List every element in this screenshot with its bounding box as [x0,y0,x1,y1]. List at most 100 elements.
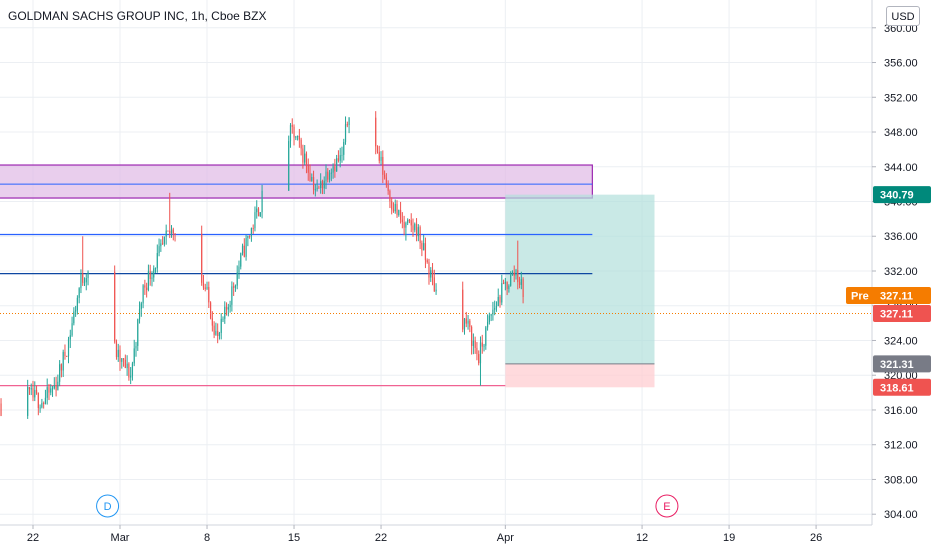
candle-body [419,227,421,244]
candle-body [511,272,514,275]
candle-body [465,318,467,324]
candle [494,300,496,316]
candle [149,264,151,286]
loss-zone [505,363,655,388]
candle-body [57,381,59,391]
candle-body [170,229,173,234]
last-price-badge-value: 327.11 [880,308,913,320]
candle [495,301,498,312]
candle [330,168,332,182]
candle [430,267,432,282]
price-badges: 340.79 321.31 318.61 327.11 Pre 327.11 [846,186,931,396]
candle-body [167,230,169,232]
candle [225,302,228,316]
candle [423,235,425,251]
candle-body [32,388,34,398]
candle [87,270,89,286]
candle [435,283,437,295]
candle [387,180,389,195]
candle [410,213,412,233]
currency-button[interactable]: USD [886,6,920,26]
candle-body [423,243,425,251]
candle-body [204,287,206,289]
candle-body [499,297,501,303]
candle [41,398,43,409]
candle [142,284,144,309]
entry-badge-box [873,355,931,373]
candle-body [293,126,295,138]
price-tick-label: 316.00 [884,405,918,417]
candle [53,377,55,390]
price-tick-label: 312.00 [884,440,918,452]
candle-body [48,387,50,393]
candle-body [346,124,348,126]
candle-body [405,222,407,228]
event-marker[interactable]: D [96,494,120,518]
candle [517,240,519,290]
candle-body [396,204,398,216]
candle-body [424,243,427,261]
candle-body [144,285,146,288]
candle [48,383,50,401]
candle-body [66,355,68,357]
candle-body [140,303,142,309]
candle [502,279,505,285]
candle-body [130,375,132,378]
time-tick-label: 8 [204,532,210,544]
candle-body [162,243,164,245]
candle [483,343,485,352]
candle-body [412,225,414,231]
candle-body [225,306,228,310]
candle [316,179,318,192]
candle-body [471,326,473,346]
pre-badge-value: 327.11 [880,290,913,302]
candle [433,269,435,292]
candle [426,258,428,264]
candle [138,301,141,324]
candle [156,244,158,273]
candle-body [343,142,345,155]
time-tick-label: 22 [375,532,387,544]
candle [485,325,487,350]
candle [240,252,242,270]
candle [64,344,66,360]
candle [504,277,506,291]
candle-body [298,135,300,140]
candle [293,124,295,146]
event-marker[interactable]: E [655,494,679,518]
candle-body [249,235,251,237]
candle-body [391,201,393,210]
candle [69,329,71,348]
candle-body [117,349,119,358]
candle [520,271,522,290]
candle [75,305,77,317]
candle-body [376,146,379,152]
candle [59,360,61,387]
candle [288,135,290,191]
candle-body [385,177,387,185]
candle [78,287,80,304]
candle [147,264,150,292]
candle-body [27,387,29,416]
candle [131,361,134,381]
candle-body [76,297,78,311]
candle [417,224,419,242]
candle [153,265,155,282]
candle [30,383,32,396]
candle [344,116,347,145]
candle-body [34,390,36,398]
candle-body [209,302,212,319]
candle-body [399,210,402,220]
candle-body [497,297,499,307]
candle-body [206,286,208,289]
candle [114,265,116,344]
candle [401,212,403,229]
candle-body [147,271,150,290]
candle-body [389,191,391,202]
target-badge-value: 340.79 [880,190,914,202]
candle-body [0,403,2,416]
candle [321,179,324,195]
candle-body [469,320,471,327]
candle [249,235,251,239]
